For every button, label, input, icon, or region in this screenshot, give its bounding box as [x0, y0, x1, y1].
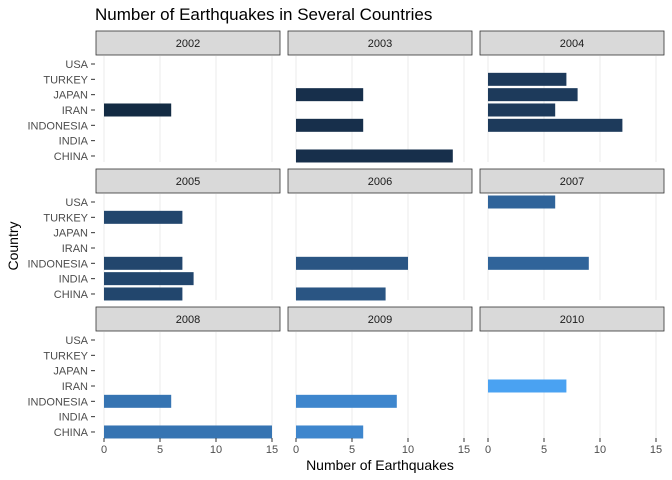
facet-strip: [479, 30, 665, 56]
y-axis-title: Country: [5, 221, 21, 270]
facet-panel-2004: 2004: [479, 30, 665, 162]
y-tick-label: JAPAN: [53, 228, 88, 240]
x-axis-title: Number of Earthquakes: [306, 457, 454, 473]
bar-2005-turkey: [104, 210, 183, 224]
facet-strip-label: 2008: [176, 314, 200, 326]
bar-2008-indonesia: [104, 394, 172, 408]
y-tick-label: USA: [65, 335, 88, 347]
x-tick-label: 0: [101, 444, 107, 456]
facet-panel-2005: 2005: [95, 168, 281, 301]
bar-2003-china: [296, 149, 453, 163]
y-tick-label: INDIA: [59, 412, 89, 424]
bar-2007-usa: [488, 195, 556, 209]
y-tick-label: JAPAN: [53, 366, 88, 378]
bar-2005-china: [104, 287, 183, 301]
y-tick-label: TURKEY: [43, 212, 88, 224]
y-tick-label: USA: [65, 59, 88, 71]
y-tick-label: CHINA: [54, 151, 89, 163]
x-tick-label: 5: [349, 444, 355, 456]
facet-strip: [287, 306, 473, 332]
facet-strip-label: 2002: [176, 38, 200, 50]
x-tick-label: 10: [402, 444, 414, 456]
bar-2005-indonesia: [104, 256, 183, 270]
y-tick-label: INDIA: [59, 274, 89, 286]
facet-strip: [95, 30, 281, 56]
facet-strip-label: 2009: [368, 314, 392, 326]
bar-2006-china: [296, 287, 386, 301]
y-tick-label: IRAN: [62, 243, 88, 255]
bar-2004-iran: [488, 103, 556, 117]
bar-2002-iran: [104, 103, 172, 117]
bar-2005-india: [104, 272, 194, 286]
bar-2004-turkey: [488, 72, 567, 86]
bar-2006-indonesia: [296, 256, 408, 270]
facet-panel-2008: 2008: [95, 306, 281, 439]
facet-panel-2010: 2010: [479, 306, 665, 438]
x-tick-label: 15: [458, 444, 470, 456]
bar-2010-iran: [488, 379, 567, 393]
bar-2003-indonesia: [296, 118, 364, 132]
x-tick-label: 15: [650, 444, 662, 456]
facet-strip-label: 2003: [368, 38, 392, 50]
facet-strip-label: 2007: [560, 176, 584, 188]
facet-panel-2007: 2007: [479, 168, 665, 300]
y-axes: USA TURKEY JAPAN IRAN INDONESIA INDIA CHINA USA…: [27, 59, 95, 439]
facet-strip-label: 2005: [176, 176, 200, 188]
y-tick-label: CHINA: [54, 427, 89, 439]
y-tick-label: INDONESIA: [27, 258, 88, 270]
x-tick-label: 10: [594, 444, 606, 456]
facet-panel-2009: 2009: [287, 306, 473, 439]
y-tick-label: IRAN: [62, 105, 88, 117]
x-tick-label: 15: [266, 444, 278, 456]
facet-strip: [287, 30, 473, 56]
y-tick-label: TURKEY: [43, 350, 88, 362]
facet-strip: [287, 168, 473, 194]
bar-2009-indonesia: [296, 394, 397, 408]
x-tick-label: 0: [485, 444, 491, 456]
facet-panel-2006: 2006: [287, 168, 473, 301]
y-tick-label: INDONESIA: [27, 396, 88, 408]
y-tick-label: USA: [65, 197, 88, 209]
facet-strip-label: 2006: [368, 176, 392, 188]
x-tick-label: 5: [157, 444, 163, 456]
bar-2004-indonesia: [488, 118, 623, 132]
bar-2003-japan: [296, 88, 364, 102]
facet-strip: [95, 306, 281, 332]
bar-2009-china: [296, 425, 364, 439]
facet-panel-2002: 2002: [95, 30, 281, 162]
facet-panels: 2002 2003 2004 2005 2006 2007 2008 2009 2010: [95, 30, 665, 439]
facet-strip: [479, 306, 665, 332]
y-tick-label: INDONESIA: [27, 120, 88, 132]
bar-2008-china: [104, 425, 272, 439]
y-tick-label: CHINA: [54, 289, 89, 301]
facet-strip: [479, 168, 665, 194]
y-tick-label: IRAN: [62, 381, 88, 393]
x-tick-label: 0: [293, 444, 299, 456]
y-tick-label: JAPAN: [53, 90, 88, 102]
bar-2004-japan: [488, 88, 578, 102]
facet-panel-2003: 2003: [287, 30, 473, 163]
y-tick-label: TURKEY: [43, 74, 88, 86]
y-tick-label: INDIA: [59, 136, 89, 148]
facet-strip-label: 2004: [560, 38, 584, 50]
x-axes: 0 5 10 15 0 5 10 15 0 5 10 15: [101, 438, 662, 456]
chart-title: Number of Earthquakes in Several Countri…: [95, 5, 432, 24]
x-tick-label: 5: [541, 444, 547, 456]
facet-strip: [95, 168, 281, 194]
x-tick-label: 10: [210, 444, 222, 456]
facet-strip-label: 2010: [560, 314, 584, 326]
bar-2007-indonesia: [488, 256, 589, 270]
